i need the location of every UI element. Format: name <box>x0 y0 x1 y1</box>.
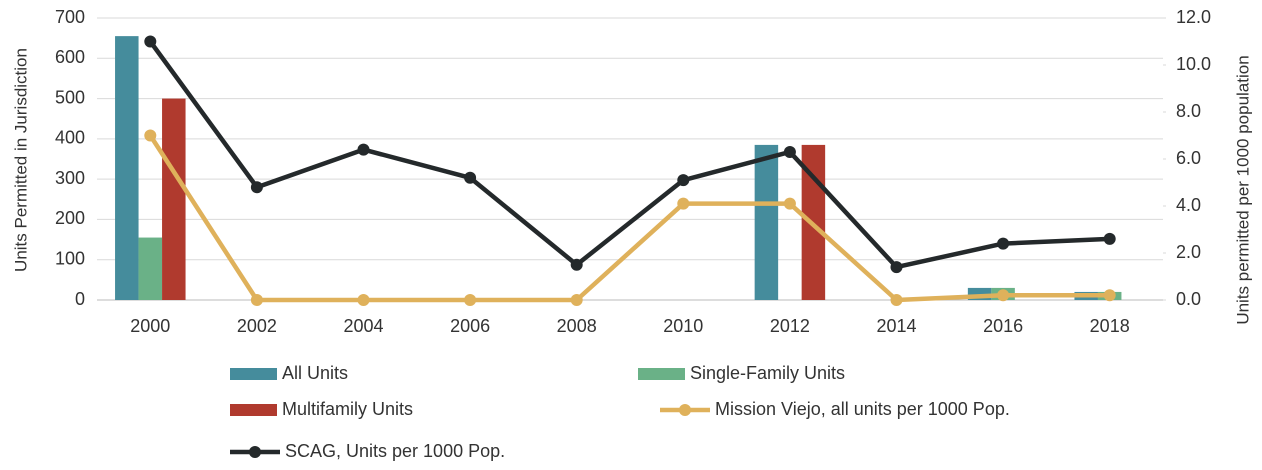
marker <box>464 171 477 184</box>
bar <box>754 144 779 300</box>
y2-tick-label: 6.0 <box>1176 148 1201 168</box>
y2-tick-label: 4.0 <box>1176 195 1201 215</box>
y-tick-label: 600 <box>55 47 85 67</box>
y2-axis-title: Units permitted per 1000 population <box>1233 55 1252 324</box>
marker <box>570 258 583 271</box>
x-tick-label: 2002 <box>237 316 277 336</box>
marker <box>997 237 1010 250</box>
marker <box>783 145 796 158</box>
y2-tick-label: 10.0 <box>1176 54 1211 74</box>
marker <box>144 129 157 142</box>
legend-marker <box>249 446 261 458</box>
y-tick-label: 300 <box>55 168 85 188</box>
legend-label: Mission Viejo, all units per 1000 Pop. <box>715 399 1010 419</box>
marker <box>357 294 370 306</box>
legend-label: All Units <box>282 363 348 383</box>
marker <box>997 289 1010 302</box>
marker <box>677 174 690 187</box>
y2-tick-label: 2.0 <box>1176 242 1201 262</box>
x-tick-label: 2010 <box>663 316 703 336</box>
y-axis-title: Units Permitted in Jurisdiction <box>11 48 30 272</box>
y-tick-label: 200 <box>55 208 85 228</box>
x-tick-label: 2016 <box>983 316 1023 336</box>
y-tick-label: 0 <box>75 289 85 309</box>
x-tick-label: 2004 <box>343 316 383 336</box>
x-tick-label: 2000 <box>130 316 170 336</box>
line <box>148 134 1110 303</box>
legend-label: Single-Family Units <box>690 363 845 383</box>
y-tick-label: 700 <box>55 7 85 27</box>
marker <box>250 181 263 194</box>
y2-tick-label: 12.0 <box>1176 7 1211 27</box>
y-tick-label: 500 <box>55 87 85 107</box>
marker <box>677 197 690 210</box>
legend-swatch <box>638 368 685 380</box>
marker <box>250 294 263 306</box>
marker <box>1103 289 1116 302</box>
legend-marker <box>679 404 691 416</box>
x-tick-label: 2006 <box>450 316 490 336</box>
marker <box>1103 232 1116 245</box>
x-tick-label: 2008 <box>557 316 597 336</box>
marker <box>783 197 796 210</box>
legend-swatch <box>230 404 277 416</box>
marker <box>890 261 903 274</box>
y-tick-label: 400 <box>55 128 85 148</box>
x-tick-label: 2014 <box>876 316 916 336</box>
legend-label: Multifamily Units <box>282 399 413 419</box>
line <box>148 40 1110 270</box>
y-tick-label: 100 <box>55 248 85 268</box>
x-tick-label: 2012 <box>770 316 810 336</box>
marker <box>890 294 903 306</box>
legend-swatch <box>230 368 277 380</box>
bar <box>162 98 186 300</box>
marker <box>464 294 477 306</box>
bar <box>115 36 139 300</box>
bar <box>138 237 163 300</box>
y2-tick-label: 0.0 <box>1176 289 1201 309</box>
marker <box>357 143 370 156</box>
marker <box>144 35 157 48</box>
x-tick-label: 2018 <box>1090 316 1130 336</box>
legend-label: SCAG, Units per 1000 Pop. <box>285 441 505 461</box>
y2-tick-label: 8.0 <box>1176 101 1201 121</box>
marker <box>570 294 583 306</box>
